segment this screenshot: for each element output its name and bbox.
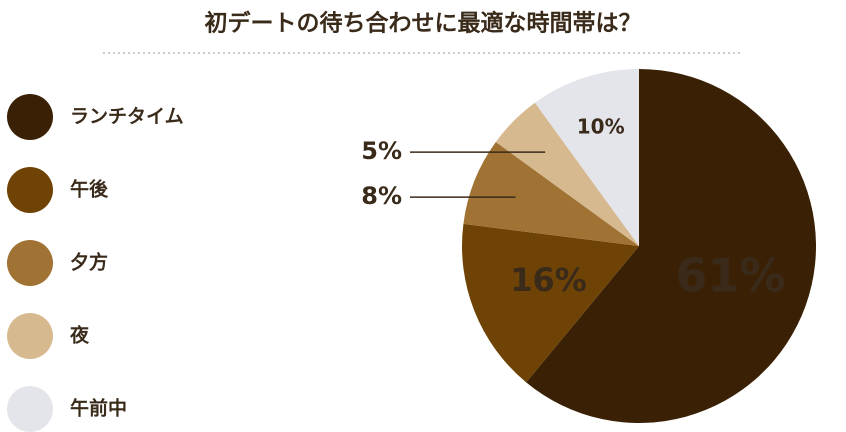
data-label: 5% [361, 137, 402, 165]
data-label: 16% [510, 261, 587, 299]
legend-swatch [7, 94, 53, 140]
pie-slice [526, 69, 816, 423]
legend-label: 午前中 [70, 397, 127, 420]
pie-slice [463, 141, 639, 246]
data-label: 61% [676, 248, 786, 302]
legend-label: 夕方 [70, 251, 108, 274]
legend-swatch [7, 240, 53, 286]
legend-swatch [7, 313, 53, 359]
legend-label: 午後 [70, 178, 109, 201]
pie-slice [534, 69, 639, 246]
legend-label: ランチタイム [70, 106, 184, 128]
data-label: 10% [577, 115, 625, 139]
legend-swatch [7, 386, 53, 432]
chart-title: 初デートの待ち合わせに最適な時間帯は？ [205, 10, 642, 37]
data-label: 8% [361, 182, 402, 210]
pie-slice [495, 102, 639, 247]
legend-swatch [7, 167, 53, 213]
legend-label: 夜 [69, 324, 90, 347]
pie-slice [462, 223, 639, 383]
